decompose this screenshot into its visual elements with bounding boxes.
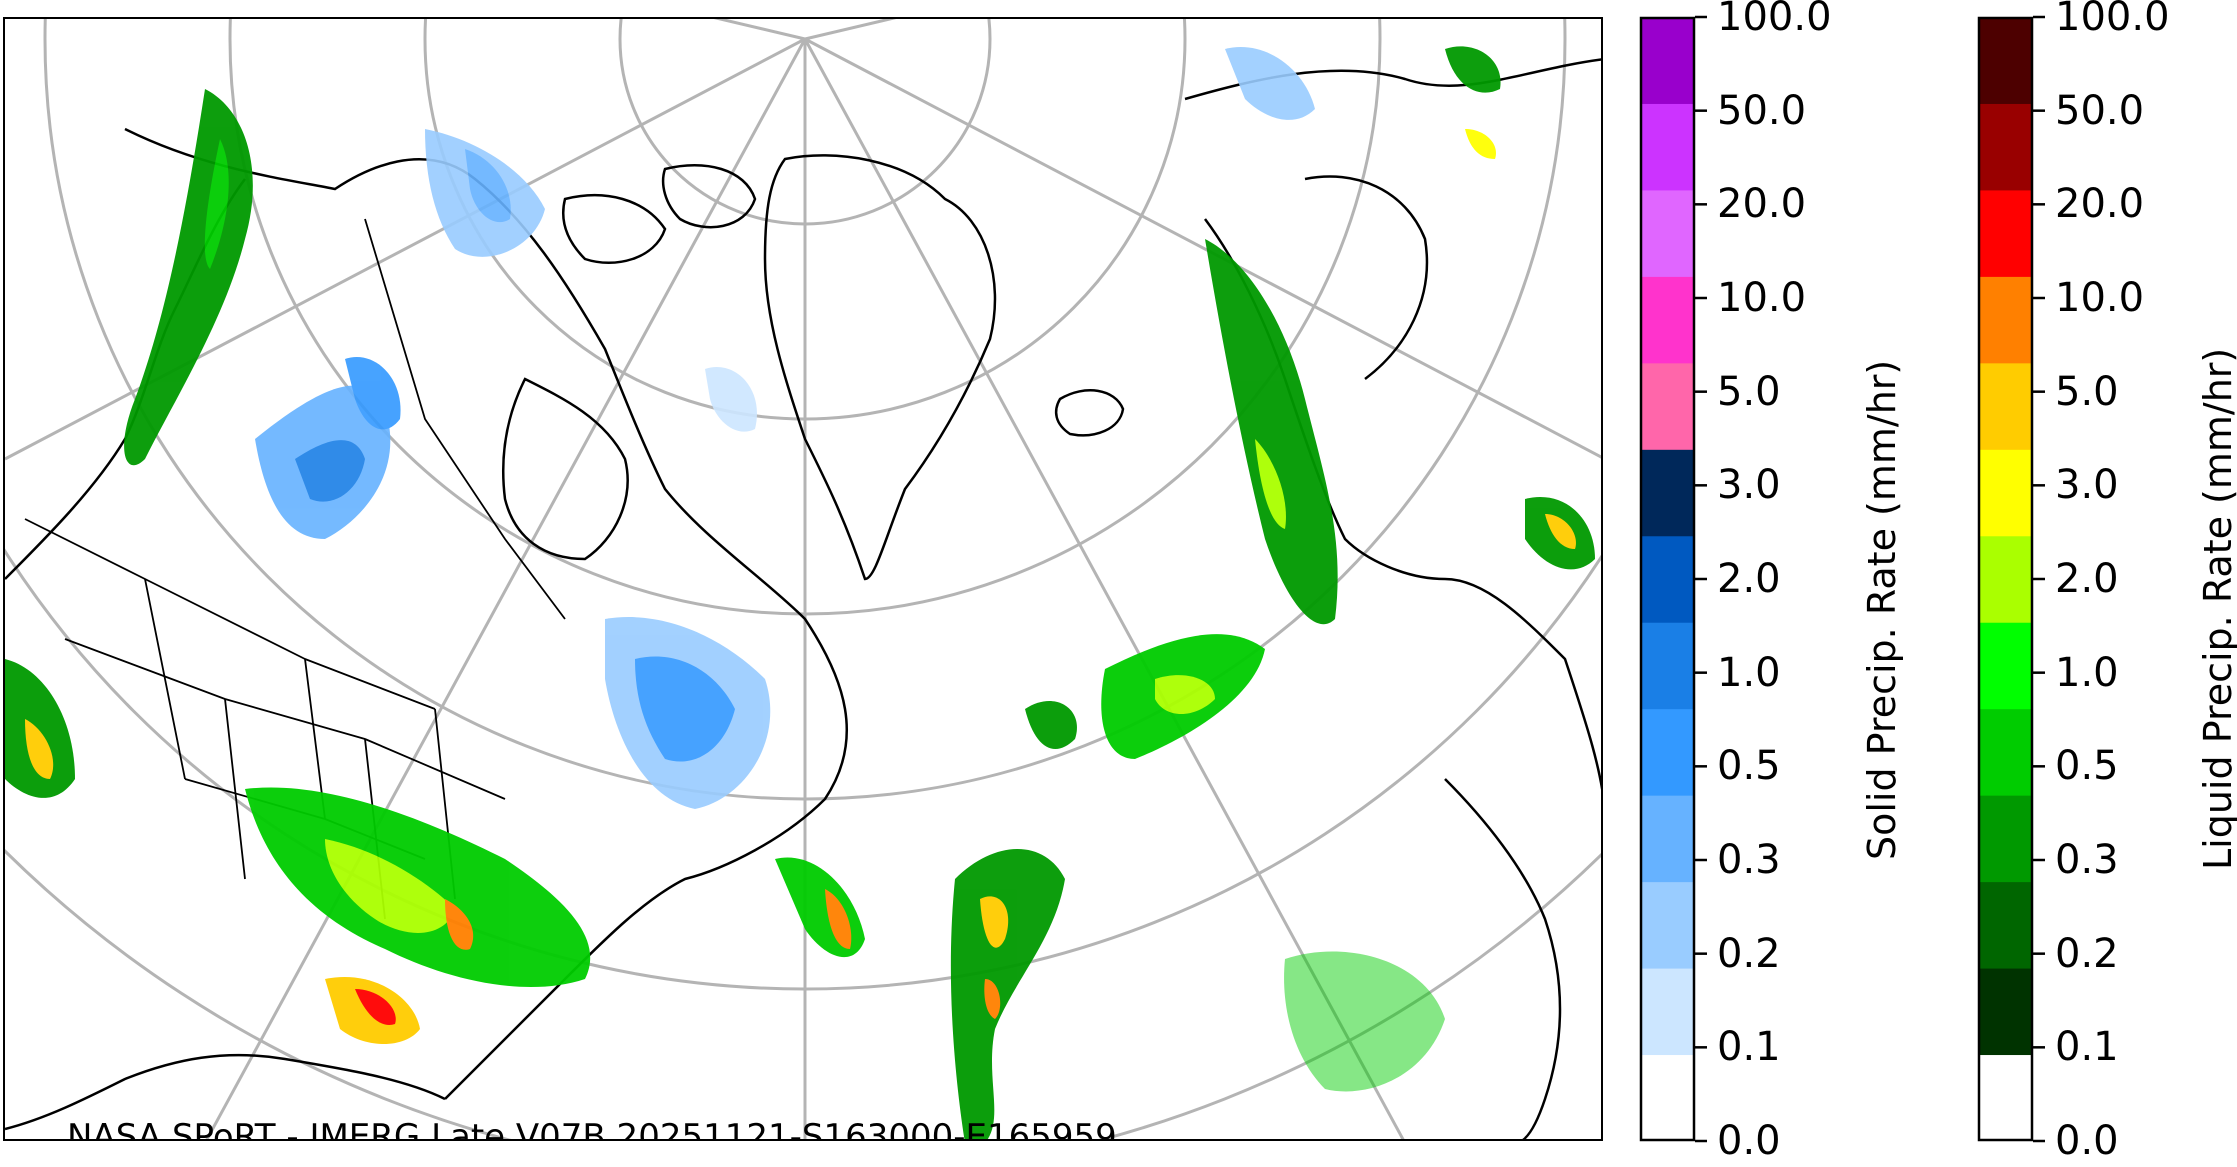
solid_colorbar-tick-label-11: 50.0 <box>1717 87 1807 134</box>
solid_colorbar-swatch-8 <box>1640 362 1695 450</box>
solid_colorbar-swatch-1 <box>1640 968 1695 1056</box>
solid_colorbar-tick-label-1: 0.1 <box>1717 1024 1781 1071</box>
liquid-colorbar-title: Liquid Precip. Rate (mm/hr) <box>2196 347 2237 870</box>
liquid-colorbar-swatches <box>1977 15 2045 1143</box>
solid_colorbar-swatch-11 <box>1640 103 1695 191</box>
solid_colorbar-swatch-5 <box>1640 622 1695 710</box>
liquid_colorbar-tick-label-0: 0.0 <box>2055 1118 2119 1164</box>
liquid_colorbar-swatch-4 <box>1978 708 2033 796</box>
liquid_colorbar-swatch-1 <box>1978 968 2033 1056</box>
liquid_colorbar-swatch-11 <box>1978 103 2033 191</box>
liquid_colorbar-swatch-6 <box>1978 535 2033 623</box>
solid_colorbar-swatch-0 <box>1640 1054 1695 1142</box>
liquid_colorbar-swatch-12 <box>1978 17 2033 104</box>
solid_colorbar-tick-label-12: 100.0 <box>1717 0 1832 40</box>
solid_colorbar-swatch-7 <box>1640 449 1695 537</box>
solid-colorbar-title: Solid Precip. Rate (mm/hr) <box>1860 359 1904 860</box>
solid_colorbar-tick-label-8: 5.0 <box>1717 368 1781 415</box>
solid_colorbar-border <box>1639 16 1696 1142</box>
liquid_colorbar-tick-label-2: 0.2 <box>2055 930 2119 977</box>
liquid_colorbar-tick-label-6: 2.0 <box>2055 556 2119 602</box>
map-credit-text: NASA SPoRT - IMERG Late V07B 20251121-S1… <box>67 1117 1117 1141</box>
precipitation-map: NASA SPoRT - IMERG Late V07B 20251121-S1… <box>3 17 1603 1141</box>
solid_colorbar-swatch-2 <box>1640 881 1695 969</box>
liquid_colorbar-tick-label-3: 0.3 <box>2055 837 2119 883</box>
solid-precip-areas <box>255 47 1315 809</box>
solid-precip-colorbar <box>1639 15 1707 1143</box>
longitude-lines <box>5 19 1601 1139</box>
map-canvas <box>5 19 1601 1139</box>
liquid_colorbar-swatch-8 <box>1978 362 2033 450</box>
liquid_colorbar-tick-label-5: 1.0 <box>2055 649 2119 696</box>
solid_colorbar-swatch-4 <box>1640 708 1695 796</box>
solid_colorbar-swatch-3 <box>1640 795 1695 883</box>
solid_colorbar-tick-label-10: 20.0 <box>1717 181 1807 228</box>
liquid_colorbar-tick-label-8: 5.0 <box>2055 368 2119 415</box>
liquid_colorbar-swatch-7 <box>1978 449 2033 537</box>
liquid_colorbar-swatch-2 <box>1978 881 2033 969</box>
solid_colorbar-swatch-10 <box>1640 189 1695 277</box>
solid_colorbar-tick-label-0: 0.0 <box>1717 1118 1781 1164</box>
liquid_colorbar-swatch-10 <box>1978 189 2033 277</box>
solid_colorbar-tick-label-3: 0.3 <box>1717 837 1781 883</box>
liquid_colorbar-tick-label-9: 10.0 <box>2055 275 2145 321</box>
solid_colorbar-tick-label-5: 1.0 <box>1717 649 1781 696</box>
liquid_colorbar-tick-label-12: 100.0 <box>2055 0 2170 40</box>
solid_colorbar-tick-label-7: 3.0 <box>1717 462 1781 509</box>
liquid_colorbar-tick-label-10: 20.0 <box>2055 181 2145 228</box>
liquid_colorbar-swatch-0 <box>1978 1054 2033 1142</box>
solid_colorbar-tick-label-9: 10.0 <box>1717 275 1807 321</box>
liquid_colorbar-border <box>1977 16 2034 1142</box>
solid_colorbar-tick-label-6: 2.0 <box>1717 556 1781 602</box>
liquid_colorbar-tick-label-1: 0.1 <box>2055 1024 2119 1071</box>
solid_colorbar-swatch-9 <box>1640 276 1695 364</box>
solid_colorbar-tick-label-4: 0.5 <box>1717 743 1781 790</box>
solid_colorbar-tick-label-2: 0.2 <box>1717 930 1781 977</box>
liquid_colorbar-swatch-3 <box>1978 795 2033 883</box>
liquid-precip-areas <box>5 46 1595 1139</box>
liquid_colorbar-tick-label-11: 50.0 <box>2055 87 2145 134</box>
liquid_colorbar-tick-label-4: 0.5 <box>2055 743 2119 790</box>
solid-colorbar-swatches <box>1639 15 1707 1143</box>
solid_colorbar-swatch-6 <box>1640 535 1695 623</box>
liquid-precip-colorbar <box>1977 15 2045 1143</box>
liquid_colorbar-swatch-5 <box>1978 622 2033 710</box>
solid_colorbar-swatch-12 <box>1640 17 1695 104</box>
liquid_colorbar-swatch-9 <box>1978 276 2033 364</box>
liquid_colorbar-tick-label-7: 3.0 <box>2055 462 2119 509</box>
